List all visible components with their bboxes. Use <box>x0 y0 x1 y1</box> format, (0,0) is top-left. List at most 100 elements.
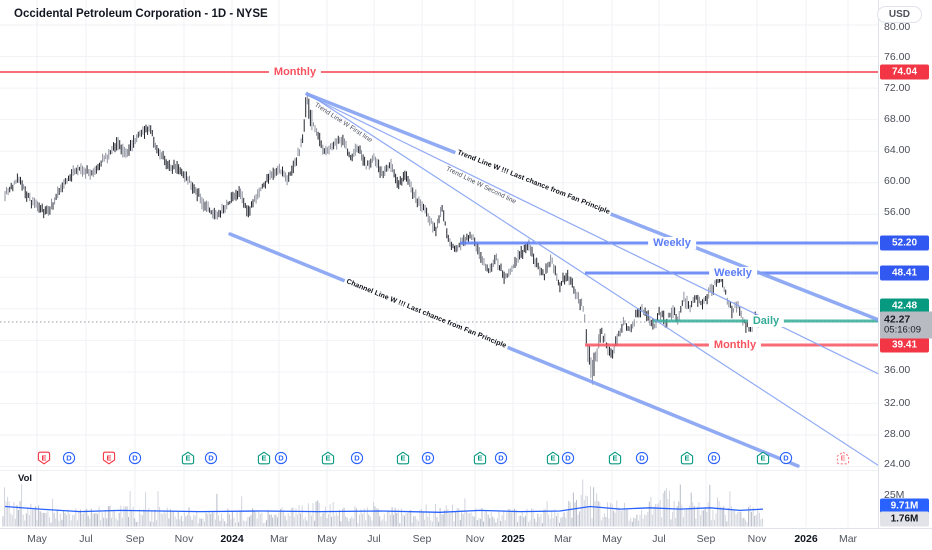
level-label-weekly[interactable]: Weekly <box>648 237 696 249</box>
svg-text:D: D <box>565 453 571 462</box>
price-level-badge: 42.48 <box>880 298 929 314</box>
time-tick: Mar <box>838 533 858 545</box>
svg-text:D: D <box>66 453 72 462</box>
currency-button[interactable]: USD <box>876 6 922 23</box>
earnings-icon[interactable]: E <box>396 451 410 465</box>
svg-text:D: D <box>783 453 789 462</box>
price-tick: 68.00 <box>884 113 911 125</box>
dividend-icon[interactable]: D <box>561 451 575 465</box>
svg-text:D: D <box>278 453 284 462</box>
time-axis-border <box>0 528 932 529</box>
svg-text:D: D <box>354 453 360 462</box>
dividend-icon[interactable]: D <box>421 451 435 465</box>
svg-text:E: E <box>840 453 845 462</box>
time-tick: Nov <box>747 533 767 545</box>
price-level-badge: 74.04 <box>880 64 929 80</box>
price-tick: 64.00 <box>884 144 911 156</box>
time-tick: Mar <box>553 533 573 545</box>
dividend-icon[interactable]: D <box>204 451 218 465</box>
time-tick: Nov <box>465 533 485 545</box>
earnings-icon[interactable]: E <box>257 451 271 465</box>
level-label-daily[interactable]: Daily <box>747 315 785 327</box>
svg-text:D: D <box>425 453 431 462</box>
svg-text:E: E <box>325 453 330 462</box>
volume-tick: 25M <box>884 489 905 501</box>
price-axis-border <box>878 0 879 528</box>
earnings-icon[interactable]: E <box>836 451 850 465</box>
price-level-badge: 52.20 <box>880 235 929 251</box>
dividend-icon[interactable]: D <box>128 451 142 465</box>
svg-text:E: E <box>612 453 617 462</box>
price-tick: 32.00 <box>884 397 911 409</box>
dividend-icon[interactable]: D <box>494 451 508 465</box>
time-tick: Nov <box>174 533 194 545</box>
time-tick: Mar <box>269 533 289 545</box>
price-tick: 24.00 <box>884 458 911 470</box>
svg-text:D: D <box>639 453 645 462</box>
level-label-monthly[interactable]: Monthly <box>268 66 322 78</box>
svg-text:D: D <box>711 453 717 462</box>
price-tick: 56.00 <box>884 206 911 218</box>
svg-text:E: E <box>106 453 111 462</box>
svg-text:E: E <box>550 453 555 462</box>
svg-text:E: E <box>684 453 689 462</box>
earnings-icon[interactable]: E <box>756 451 770 465</box>
svg-text:D: D <box>498 453 504 462</box>
price-tick: 80.00 <box>884 21 911 33</box>
time-tick: Jul <box>79 533 93 545</box>
pane-separator <box>0 470 878 471</box>
earnings-icon[interactable]: E <box>608 451 622 465</box>
svg-text:D: D <box>132 453 138 462</box>
time-tick: 2026 <box>794 533 818 545</box>
price-level-badge: 39.41 <box>880 337 929 353</box>
dividend-icon[interactable]: D <box>707 451 721 465</box>
dividend-icon[interactable]: D <box>635 451 649 465</box>
price-tick: 60.00 <box>884 175 911 187</box>
volume-ma-line <box>4 505 764 513</box>
dividend-icon[interactable]: D <box>62 451 76 465</box>
svg-text:E: E <box>477 453 482 462</box>
symbol-legend[interactable]: Occidental Petroleum Corporation - 1D - … <box>14 8 268 20</box>
price-tick: 28.00 <box>884 428 911 440</box>
time-tick: Jul <box>652 533 666 545</box>
svg-text:D: D <box>208 453 214 462</box>
dividend-icon[interactable]: D <box>350 451 364 465</box>
svg-text:E: E <box>760 453 765 462</box>
svg-text:E: E <box>41 453 46 462</box>
level-label-weekly[interactable]: Weekly <box>709 267 757 279</box>
svg-text:E: E <box>400 453 405 462</box>
time-tick: Sep <box>412 533 432 545</box>
time-tick: Sep <box>125 533 145 545</box>
earnings-icon[interactable]: E <box>102 451 116 465</box>
earnings-icon[interactable]: E <box>680 451 694 465</box>
current-price-badge: 42.27 05:16:09 <box>880 311 932 339</box>
volume-pane-label[interactable]: Vol <box>18 473 33 484</box>
level-label-monthly[interactable]: Monthly <box>708 339 762 351</box>
svg-text:E: E <box>261 453 266 462</box>
time-tick: 2024 <box>220 533 244 545</box>
svg-text:E: E <box>185 453 190 462</box>
time-tick: 2025 <box>501 533 525 545</box>
earnings-icon[interactable]: E <box>473 451 487 465</box>
earnings-icon[interactable]: E <box>37 451 51 465</box>
earnings-icon[interactable]: E <box>181 451 195 465</box>
dividend-icon[interactable]: D <box>779 451 793 465</box>
volume-bars <box>4 479 763 527</box>
dividend-icon[interactable]: D <box>274 451 288 465</box>
time-tick: Sep <box>696 533 716 545</box>
earnings-icon[interactable]: E <box>321 451 335 465</box>
earnings-icon[interactable]: E <box>546 451 560 465</box>
candlestick-series <box>9 97 764 377</box>
price-level-badge: 48.41 <box>880 265 929 281</box>
time-tick: May <box>317 533 337 545</box>
price-chart-canvas[interactable] <box>0 0 878 528</box>
time-tick: May <box>602 533 622 545</box>
price-tick: 36.00 <box>884 364 911 376</box>
price-tick: 72.00 <box>884 82 911 94</box>
time-tick: Jul <box>367 533 381 545</box>
time-tick: May <box>27 533 47 545</box>
volume-badge: 1.76M <box>880 511 929 527</box>
volume-badge: 9.71M <box>880 498 929 514</box>
price-tick: 76.00 <box>884 51 911 63</box>
